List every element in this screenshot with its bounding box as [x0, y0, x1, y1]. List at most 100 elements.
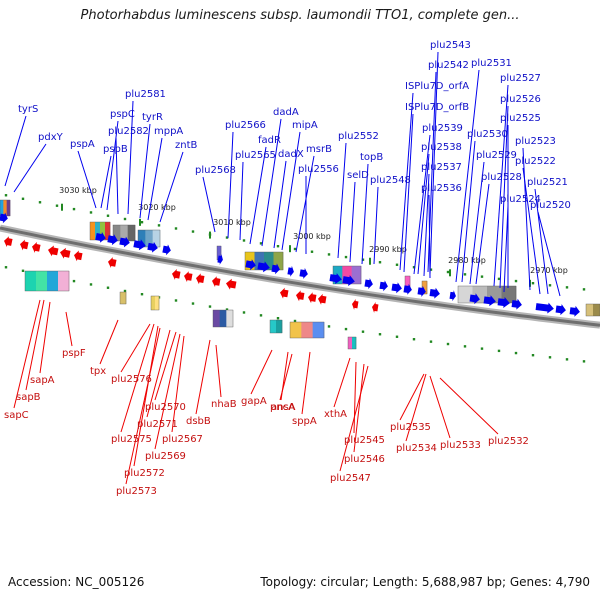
rev-dots — [361, 330, 365, 333]
feature-block — [421, 280, 428, 295]
fwd-dots — [429, 268, 433, 271]
feature-block-band — [270, 320, 277, 333]
fwd-dots — [208, 233, 212, 236]
forward-gene-label: pspB — [103, 144, 128, 155]
forward-gene-label: pdxY — [38, 132, 64, 143]
reverse-gene-arrow — [184, 271, 193, 283]
forward-gene-arrow — [107, 234, 118, 246]
feature-block-band — [290, 322, 302, 338]
reverse-gene-label: xthA — [324, 409, 347, 420]
reverse-leader-line — [279, 353, 293, 401]
forward-gene-arrow — [95, 231, 106, 243]
forward-leader-line — [361, 163, 369, 265]
feature-block — [212, 309, 234, 328]
feature-block — [347, 336, 357, 350]
forward-gene-arrow — [245, 259, 256, 271]
rev-dots — [480, 347, 484, 350]
feature-block-band — [276, 320, 283, 333]
forward-gene-label: pspC — [110, 109, 135, 120]
reverse-leader-line — [333, 357, 351, 408]
rev-dots — [174, 299, 178, 302]
forward-leader-line — [475, 183, 490, 285]
reverse-leader-line — [250, 349, 273, 395]
forward-leader-line — [295, 155, 315, 253]
feature-block-band — [219, 310, 227, 327]
scale-tick-label: 3020 kbp — [138, 203, 176, 212]
forward-leader-line — [423, 173, 430, 277]
scale-tick-label: 2980 kbp — [448, 256, 486, 265]
fwd-dots — [446, 270, 450, 274]
reverse-gene-label: dsbB — [186, 416, 211, 427]
forward-gene-arrow — [119, 236, 130, 248]
rev-dots — [123, 289, 127, 293]
rev-dots — [378, 333, 382, 336]
feature-block — [150, 295, 160, 311]
fwd-dots — [140, 221, 144, 224]
reverse-leader-line — [120, 323, 155, 433]
forward-gene-arrow — [329, 273, 342, 284]
forward-gene-arrow — [511, 298, 522, 310]
reverse-leader-line — [171, 335, 185, 433]
rev-dots — [344, 327, 348, 331]
fwd-dots — [497, 277, 501, 281]
scale-tick-mark — [449, 269, 451, 277]
fwd-dots — [242, 239, 246, 242]
forward-leader-line — [534, 188, 549, 295]
reverse-leader-line — [120, 323, 151, 373]
forward-gene-arrow — [555, 304, 566, 316]
feature-block-band — [25, 271, 37, 291]
forward-gene-label: ISPlu7D_orfA — [405, 81, 469, 92]
forward-gene-arrow — [147, 241, 158, 253]
feature-block-band — [127, 225, 136, 241]
fwd-dots — [480, 275, 484, 278]
forward-gene-label: topB — [360, 152, 383, 163]
forward-leader-line — [373, 186, 379, 265]
feature-block-band — [47, 271, 59, 291]
fwd-dots — [123, 217, 127, 221]
fwd-dots — [327, 253, 331, 256]
forward-gene-arrow — [133, 239, 146, 251]
feature-block-band — [254, 252, 265, 270]
feature-block-band — [422, 281, 428, 294]
forward-leader-line — [106, 120, 119, 211]
forward-gene-label: plu2556 — [298, 164, 339, 175]
rev-dots — [514, 351, 518, 355]
forward-leader-line — [493, 84, 509, 287]
scale-tick-label: 2990 kbp — [369, 245, 407, 254]
reverse-leader-line — [133, 325, 159, 467]
rev-dots — [21, 269, 25, 272]
reverse-gene-arrow — [296, 290, 305, 302]
forward-gene-arrow — [364, 278, 373, 290]
forward-gene-label: plu2527 — [500, 73, 541, 84]
reverse-leader-line — [154, 331, 177, 401]
forward-gene-arrow — [162, 244, 171, 256]
rev-dots — [140, 293, 144, 296]
forward-gene-arrow — [403, 283, 412, 295]
forward-gene-arrow — [569, 305, 580, 317]
rev-dots — [327, 325, 331, 328]
feature-block — [269, 319, 283, 334]
reverse-gene-label: plu2570 — [145, 402, 186, 413]
map-title: Photorhabdus luminescens subsp. laumondi… — [80, 8, 520, 23]
feature-block-band — [105, 222, 111, 240]
rev-dots — [72, 279, 76, 283]
forward-leader-line — [77, 150, 97, 209]
forward-gene-arrow — [391, 282, 402, 294]
forward-gene-label: plu2581 — [125, 89, 166, 100]
forward-gene-label: fadR — [258, 135, 281, 146]
reverse-leader-line — [154, 333, 181, 450]
reverse-leader-line — [39, 301, 51, 374]
forward-leader-line — [429, 51, 439, 275]
forward-gene-arrow — [417, 285, 426, 297]
fwd-dots — [548, 284, 552, 287]
reverse-leader-line — [215, 344, 222, 398]
forward-leader-line — [202, 176, 216, 233]
fwd-dots — [463, 273, 467, 276]
forward-leader-line — [261, 118, 282, 247]
feature-block-band — [100, 222, 106, 240]
forward-leader-line — [349, 181, 356, 263]
feature-block-band — [95, 222, 101, 240]
forward-gene-label: plu2520 — [530, 200, 571, 211]
feature-block-band — [348, 337, 353, 349]
feature-block-band — [3, 200, 7, 216]
